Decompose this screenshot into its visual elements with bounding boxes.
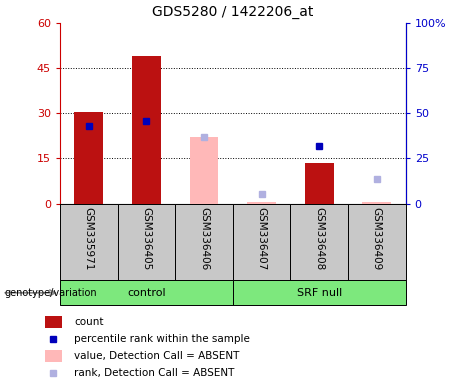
Bar	[60, 204, 118, 280]
Bar	[348, 204, 406, 280]
Text: GSM336407: GSM336407	[257, 207, 266, 271]
Bar	[60, 280, 233, 305]
Text: GSM335971: GSM335971	[84, 207, 94, 271]
Bar	[132, 56, 161, 204]
Title: GDS5280 / 1422206_at: GDS5280 / 1422206_at	[152, 5, 313, 19]
Bar	[118, 204, 175, 280]
Text: value, Detection Call = ABSENT: value, Detection Call = ABSENT	[74, 351, 240, 361]
Bar	[45, 349, 62, 362]
Bar	[233, 280, 406, 305]
Bar	[189, 137, 219, 204]
Bar	[362, 202, 391, 204]
Text: GSM336408: GSM336408	[314, 207, 324, 271]
Bar	[74, 112, 103, 204]
Text: GSM336409: GSM336409	[372, 207, 382, 271]
Bar	[305, 163, 334, 204]
Bar	[175, 204, 233, 280]
Text: count: count	[74, 317, 104, 327]
Bar	[233, 204, 290, 280]
Text: GSM336406: GSM336406	[199, 207, 209, 271]
Text: rank, Detection Call = ABSENT: rank, Detection Call = ABSENT	[74, 368, 235, 378]
Bar	[247, 202, 276, 204]
Text: GSM336405: GSM336405	[142, 207, 151, 271]
Text: SRF null: SRF null	[296, 288, 342, 298]
Bar	[45, 316, 62, 328]
Text: control: control	[127, 288, 165, 298]
Text: genotype/variation: genotype/variation	[5, 288, 97, 298]
Bar	[290, 204, 348, 280]
Text: percentile rank within the sample: percentile rank within the sample	[74, 334, 250, 344]
